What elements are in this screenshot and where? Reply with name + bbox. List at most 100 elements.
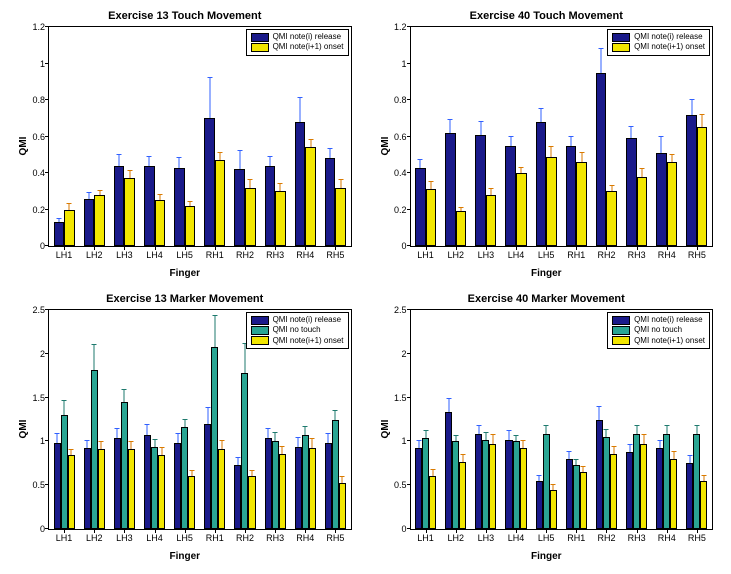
bar (426, 189, 437, 246)
error-bar (571, 137, 572, 146)
legend-swatch (612, 326, 630, 335)
error-cap (328, 148, 333, 149)
bar (693, 434, 700, 529)
x-tick-label: LH2 (86, 250, 103, 260)
bar (603, 437, 610, 529)
error-bar (702, 115, 703, 128)
error-bar (599, 407, 600, 419)
bar (697, 127, 708, 246)
error-bar (131, 442, 132, 449)
error-cap (627, 444, 632, 445)
error-cap (430, 469, 435, 470)
legend-item: QMI note(i) release (612, 32, 705, 42)
error-bar (636, 426, 637, 435)
bar (295, 122, 306, 246)
error-bar (87, 441, 88, 448)
bar (610, 454, 617, 529)
error-bar (581, 153, 582, 162)
bar (415, 448, 422, 529)
legend-item: QMI no touch (612, 325, 705, 335)
legend-label: QMI note(i) release (634, 32, 702, 42)
bar (445, 133, 456, 246)
error-bar (539, 476, 540, 481)
bar (295, 447, 302, 529)
error-bar (418, 441, 419, 448)
bar (114, 438, 121, 529)
x-tick-label: LH1 (417, 250, 434, 260)
x-tick-label: RH3 (628, 250, 646, 260)
error-bar (516, 436, 517, 441)
error-bar (641, 169, 642, 176)
x-tick-label: RH5 (688, 533, 706, 543)
error-cap (296, 437, 301, 438)
bar (114, 166, 125, 246)
x-tick-label: LH5 (176, 533, 193, 543)
error-cap (145, 424, 150, 425)
bar (84, 199, 95, 246)
chart-title: Exercise 13 Marker Movement (10, 293, 360, 305)
x-tick-label: RH1 (567, 250, 585, 260)
error-cap (448, 119, 453, 120)
legend-item: QMI note(i) release (251, 32, 344, 42)
legend-label: QMI note(i+1) onset (273, 42, 344, 52)
y-tick (45, 245, 49, 246)
error-bar (220, 153, 221, 160)
error-bar (448, 399, 449, 411)
x-tick-label: LH1 (417, 533, 434, 543)
bar (54, 443, 61, 529)
plot-area: 00.20.40.60.811.2LH1LH2LH3LH4LH5RH1RH2RH… (410, 26, 714, 247)
error-bar (209, 78, 210, 118)
legend-item: QMI note(i) release (612, 315, 705, 325)
panel-ex40-marker: Exercise 40 Marker MovementQMIFinger00.5… (372, 293, 722, 564)
error-bar (521, 168, 522, 173)
error-bar (64, 401, 65, 415)
y-tick-label: 1 (40, 436, 45, 446)
x-tick-label: LH4 (508, 533, 525, 543)
legend-label: QMI note(i+1) onset (273, 336, 344, 346)
error-bar (551, 147, 552, 156)
error-bar (177, 434, 178, 443)
error-cap (579, 152, 584, 153)
bar (302, 435, 309, 529)
error-bar (237, 458, 238, 465)
legend-label: QMI no touch (273, 325, 321, 335)
error-bar (425, 431, 426, 438)
error-bar (71, 450, 72, 455)
error-cap (611, 446, 616, 447)
error-cap (187, 201, 192, 202)
bar (516, 173, 527, 246)
legend-item: QMI note(i) release (251, 315, 344, 325)
error-cap (701, 475, 706, 476)
y-tick-label: 0.4 (394, 168, 407, 178)
bar (61, 415, 68, 529)
error-cap (219, 440, 224, 441)
error-bar (703, 476, 704, 481)
legend-swatch (612, 336, 630, 345)
error-cap (326, 433, 331, 434)
bar (633, 434, 640, 529)
error-bar (661, 137, 662, 153)
y-tick-label: 2.5 (32, 305, 45, 315)
bar (596, 73, 607, 246)
error-cap (129, 441, 134, 442)
error-cap (641, 434, 646, 435)
bar (144, 166, 155, 246)
error-bar (461, 208, 462, 212)
error-cap (338, 179, 343, 180)
error-cap (266, 428, 271, 429)
error-cap (634, 425, 639, 426)
plot-area: 00.511.522.5LH1LH2LH3LH4LH5RH1RH2RH3RH4R… (410, 309, 714, 530)
error-cap (519, 167, 524, 168)
bar (279, 454, 286, 529)
bar (566, 459, 573, 529)
bar (215, 160, 226, 246)
bar (155, 200, 166, 246)
bar (626, 138, 637, 246)
error-cap (489, 188, 494, 189)
bar (272, 441, 279, 529)
bar (637, 177, 648, 246)
bar (580, 472, 587, 529)
bar (241, 373, 248, 529)
bar (566, 146, 577, 246)
error-cap (99, 441, 104, 442)
